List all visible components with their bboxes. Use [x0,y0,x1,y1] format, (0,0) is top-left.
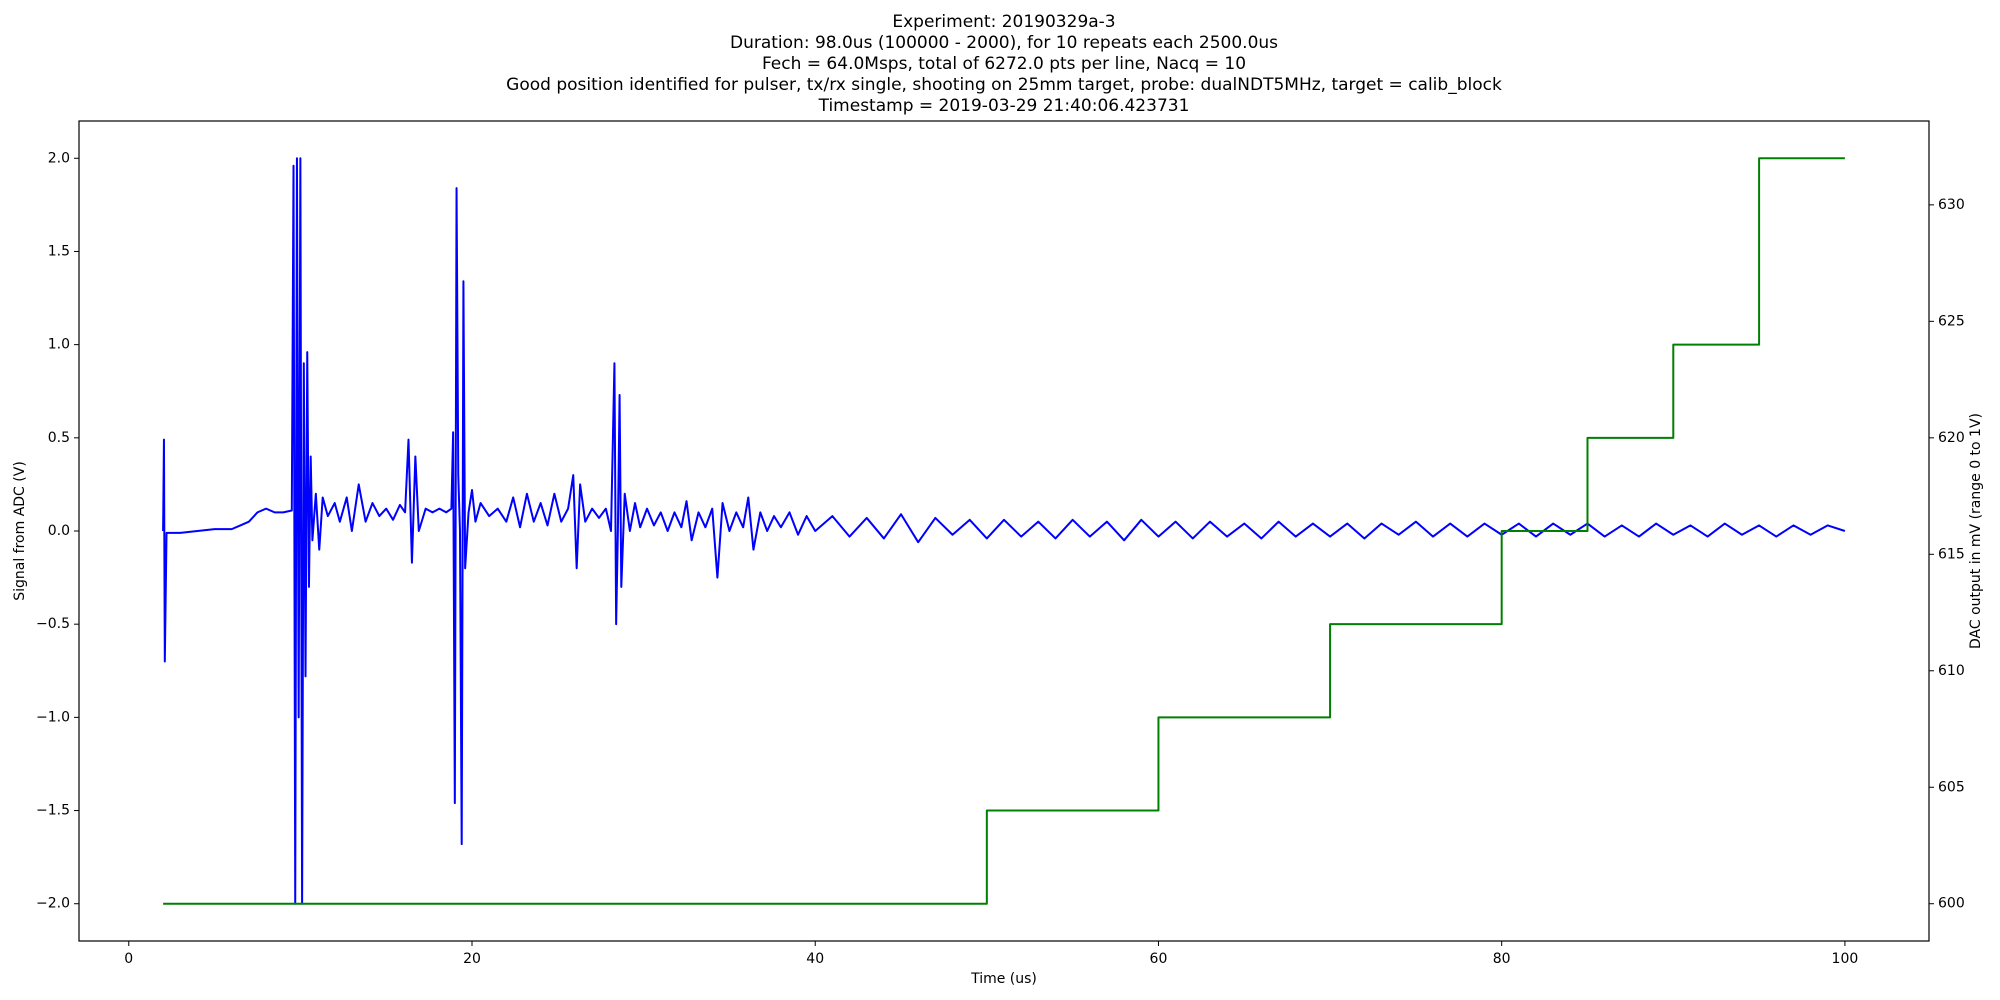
x-tick-label: 80 [1493,951,1511,967]
x-tick-label: 60 [1150,951,1168,967]
y2-tick-label: 625 [1938,313,1965,329]
x-tick-label: 20 [463,951,481,967]
x-tick-label: 40 [806,951,824,967]
title-line: Timestamp = 2019-03-29 21:40:06.423731 [818,96,1190,116]
y2-axis-label: DAC output in mV (range 0 to 1V) [1968,413,1984,649]
y-axis-label: Signal from ADC (V) [12,461,28,601]
y-tick-label: −0.5 [36,616,70,632]
title-line: Duration: 98.0us (100000 - 2000), for 10… [730,33,1278,53]
y-tick-label: −1.5 [36,803,70,819]
x-tick-label: 100 [1832,951,1859,967]
plot-frame [78,120,1930,942]
y2-tick-label: 630 [1938,197,1965,213]
y-tick-label: −1.0 [36,709,70,725]
title-line: Experiment: 20190329a-3 [892,12,1115,32]
y2-tick-label: 610 [1938,663,1965,679]
y-tick-label: 1.0 [48,337,70,353]
x-axis-label: Time (us) [970,971,1037,987]
y2-tick-label: 620 [1938,430,1965,446]
y2-tick-label: 615 [1938,546,1965,562]
y2-tick-label: 600 [1938,896,1965,912]
data-line [163,157,1845,905]
y-tick-label: 2.0 [48,150,70,166]
y2-tick-label: 605 [1938,779,1965,795]
x-tick-label: 0 [124,951,133,967]
y-tick-label: 1.5 [48,243,70,259]
y-tick-label: 0.5 [48,430,70,446]
y-tick-label: 0.0 [48,523,70,539]
title-line: Fech = 64.0Msps, total of 6272.0 pts per… [762,54,1246,74]
data-line [162,157,1846,905]
title-line: Good position identified for pulser, tx/… [506,75,1502,95]
y-tick-label: −2.0 [36,896,70,912]
